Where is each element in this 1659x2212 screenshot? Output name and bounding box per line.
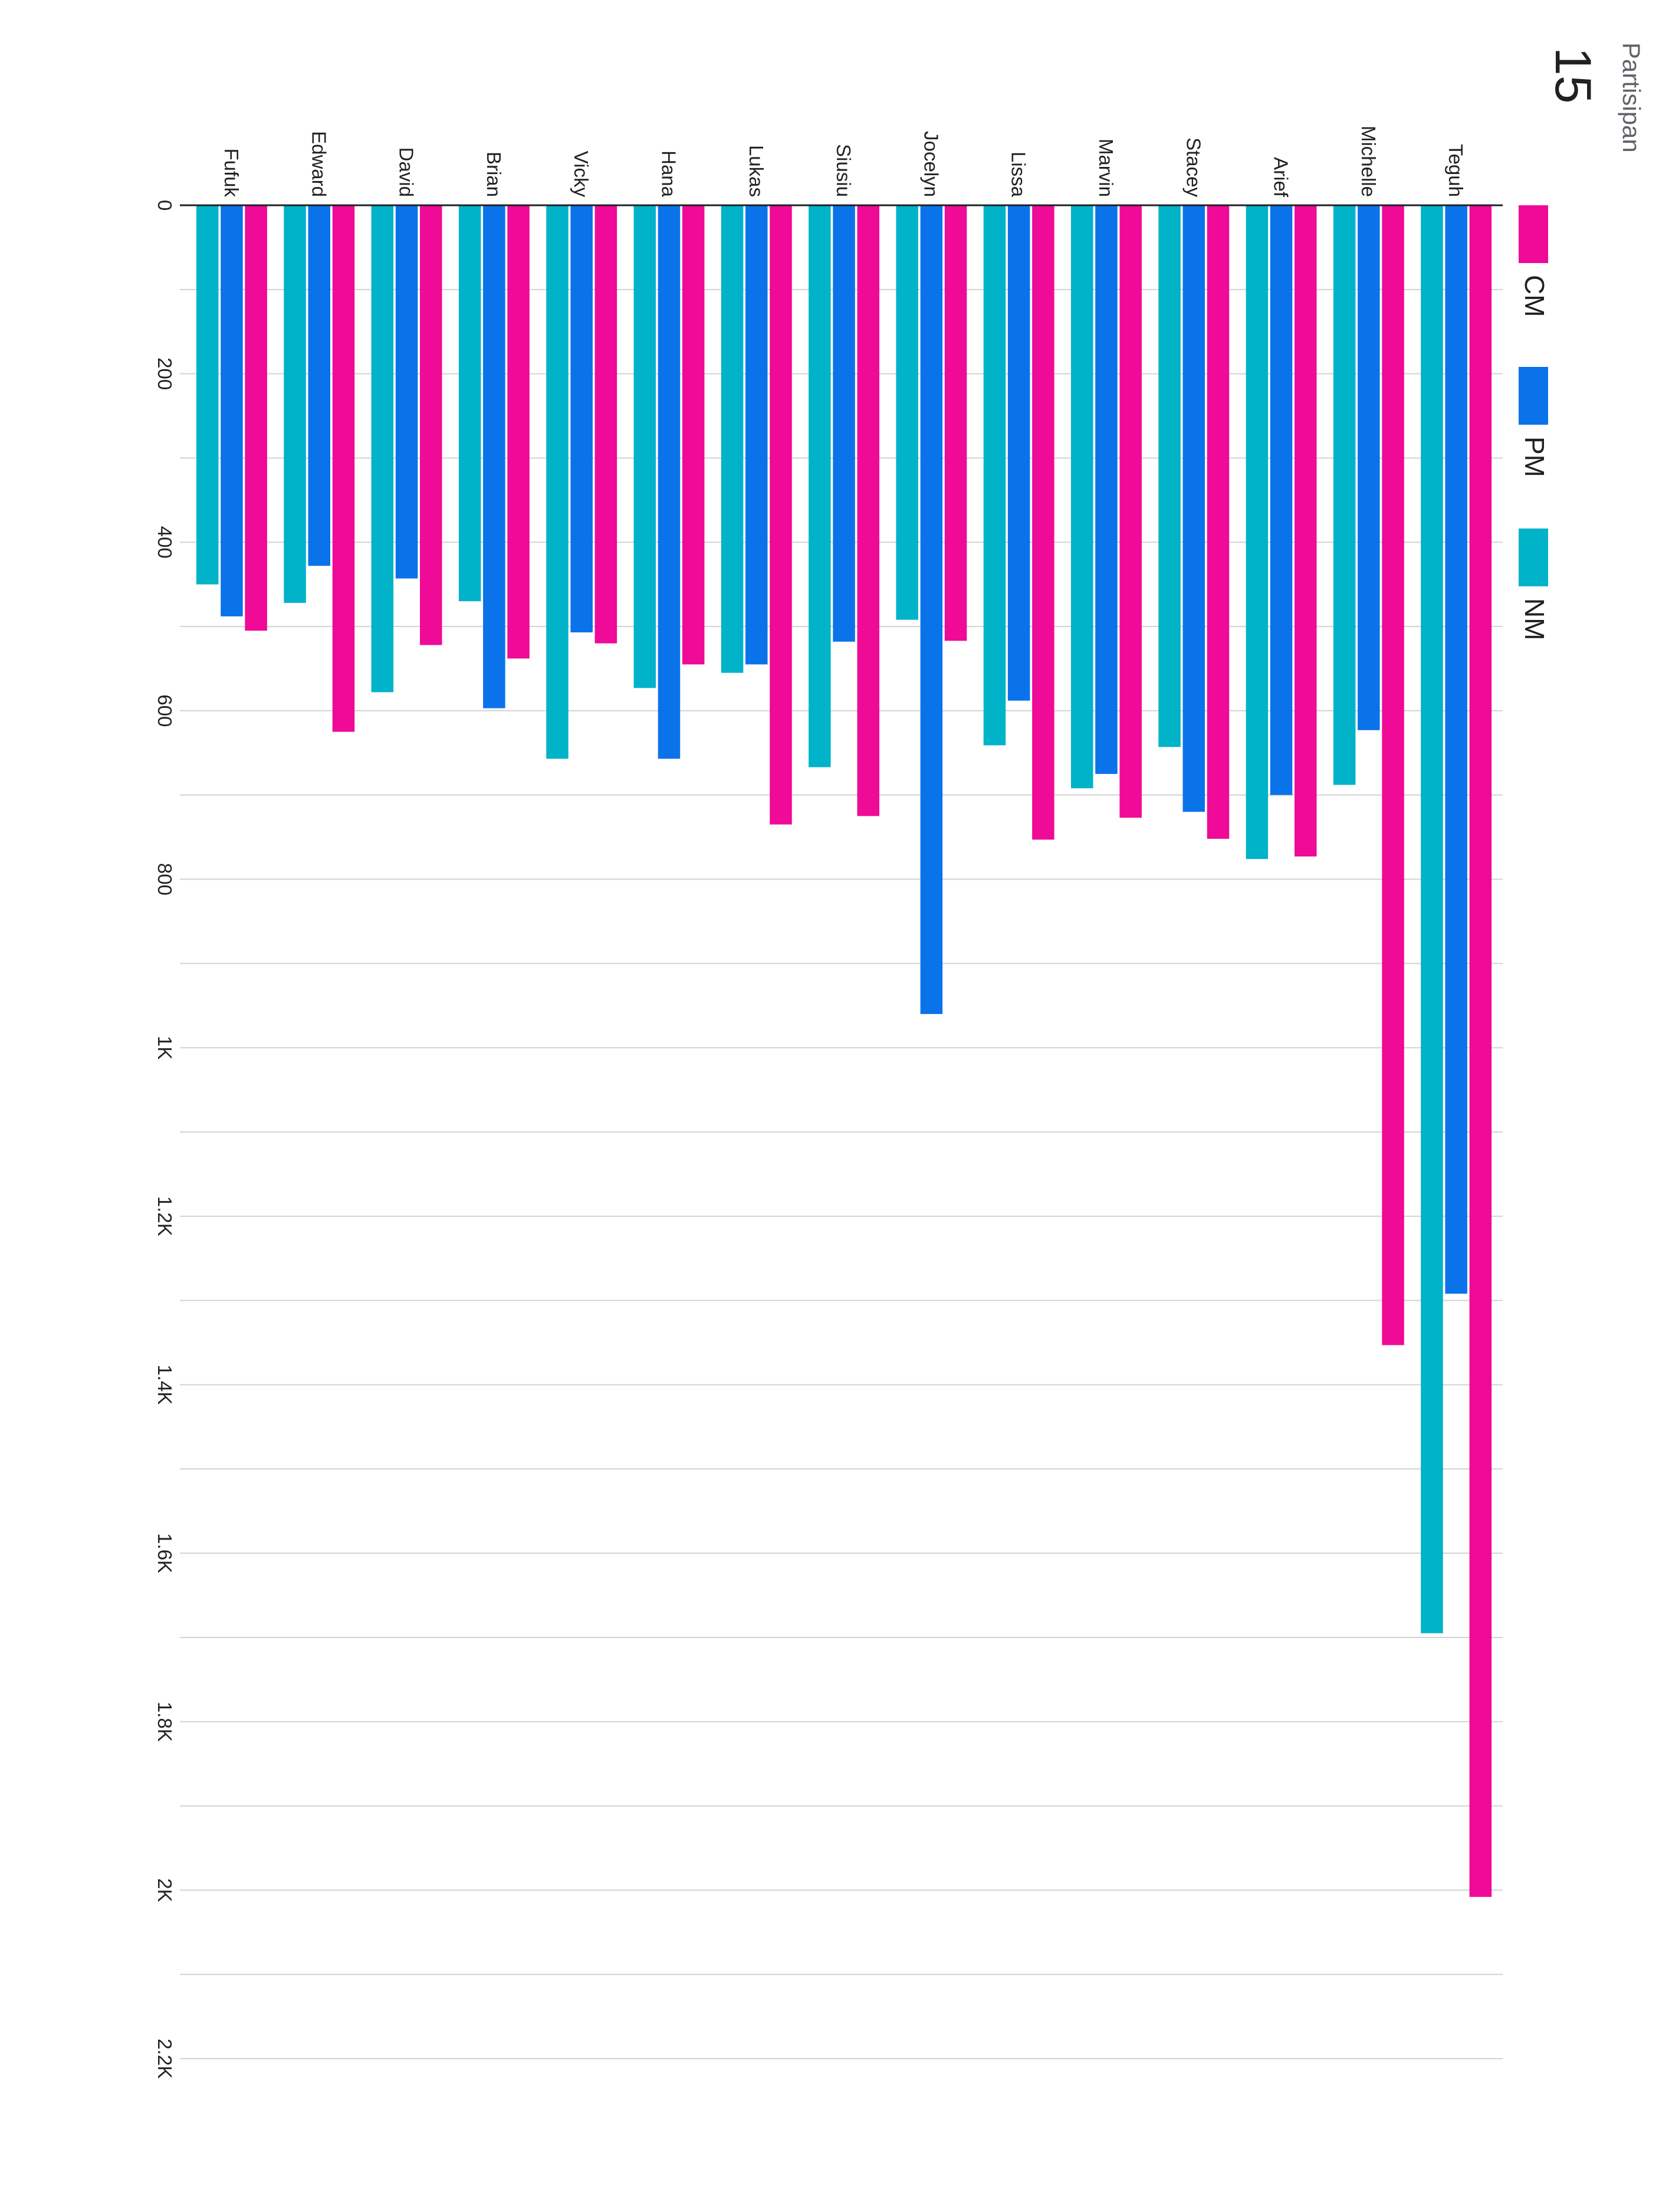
tick-label: 1.8K <box>154 1702 176 1742</box>
bar-cm-arief <box>1295 205 1317 856</box>
bar-nm-brian <box>458 205 481 602</box>
category-label: Jocelyn <box>920 131 942 197</box>
tick-label: 1.6K <box>154 1533 176 1573</box>
bar-pm-siusiu <box>833 205 855 642</box>
bar-cm-hana <box>682 205 705 665</box>
category-axis-labels: Fufuk Edward David Brian Vicky Hana Lukas Siusi… <box>221 126 1467 198</box>
category-label: Lukas <box>745 145 767 197</box>
bar-nm-lissa <box>983 205 1006 746</box>
bar-pm-fufuk <box>221 205 243 616</box>
bar-nm-vicky <box>546 205 569 759</box>
tick-label: 200 <box>154 357 176 390</box>
bar-cm-fufuk <box>245 205 267 631</box>
bar-pm-edward <box>308 205 330 566</box>
legend-label-nm: NM <box>1519 598 1550 641</box>
bar-cm-lukas <box>770 205 792 825</box>
participant-count: 15 <box>1545 47 1601 104</box>
bar-nm-hana <box>633 205 656 688</box>
category-label: Fufuk <box>221 148 242 197</box>
value-axis-ticks: 0 200 400 600 800 1K 1.2K 1.4K 1.6K 1.8K 2K 2.2K <box>154 200 176 2079</box>
bar-pm-hana <box>658 205 681 759</box>
category-label: Vicky <box>570 151 592 198</box>
bars <box>196 205 1492 1897</box>
bar-cm-marvin <box>1119 205 1142 818</box>
bar-pm-arief <box>1270 205 1293 795</box>
tick-label: 2K <box>154 1878 176 1902</box>
bar-cm-teguh <box>1469 205 1492 1897</box>
category-label: Marvin <box>1095 139 1117 197</box>
bar-cm-brian <box>507 205 530 659</box>
tick-label: 0 <box>154 200 176 211</box>
tick-label: 400 <box>154 526 176 559</box>
category-label: Arief <box>1270 157 1292 198</box>
bar-pm-michelle <box>1358 205 1380 730</box>
bar-pm-jocelyn <box>920 205 943 1015</box>
legend: CM PM NM <box>1519 205 1550 641</box>
category-label: Teguh <box>1445 144 1467 197</box>
bar-cm-stacey <box>1207 205 1230 839</box>
bar-nm-jocelyn <box>896 205 918 620</box>
bar-nm-teguh <box>1421 205 1443 1633</box>
bar-nm-arief <box>1246 205 1269 859</box>
legend-label-cm: CM <box>1519 275 1550 317</box>
category-label: Michelle <box>1358 126 1379 197</box>
legend-swatch-pm <box>1519 367 1548 425</box>
category-label: Lissa <box>1008 152 1030 198</box>
bar-cm-edward <box>332 205 355 732</box>
category-label: David <box>396 147 418 197</box>
tick-label: 2.2K <box>154 2039 176 2079</box>
bar-nm-michelle <box>1333 205 1356 785</box>
legend-label-pm: PM <box>1519 437 1550 477</box>
bar-cm-lissa <box>1032 205 1054 840</box>
bar-cm-siusiu <box>857 205 879 816</box>
bar-pm-vicky <box>570 205 593 633</box>
participant-summary: 15 Partisipan <box>1545 42 1645 153</box>
bar-pm-brian <box>483 205 505 708</box>
bar-pm-stacey <box>1182 205 1205 812</box>
bar-nm-stacey <box>1158 205 1181 747</box>
gridlines <box>180 288 1503 2060</box>
category-label: Edward <box>308 131 330 197</box>
bar-pm-lukas <box>745 205 768 665</box>
category-label: Siusiu <box>833 144 855 197</box>
bar-cm-david <box>420 205 442 645</box>
bar-nm-david <box>371 205 394 693</box>
category-label: Brian <box>483 152 505 197</box>
category-label: Hana <box>658 150 679 198</box>
bar-pm-lissa <box>1007 205 1030 701</box>
tick-label: 1K <box>154 1036 176 1059</box>
tick-label: 1.2K <box>154 1196 176 1236</box>
bar-pm-david <box>395 205 418 579</box>
bar-cm-jocelyn <box>944 205 967 641</box>
bar-nm-edward <box>284 205 306 603</box>
bar-pm-teguh <box>1445 205 1467 1294</box>
category-label: Stacey <box>1182 137 1204 197</box>
legend-swatch-cm <box>1519 205 1548 263</box>
bar-cm-michelle <box>1382 205 1404 1345</box>
bar-cm-vicky <box>594 205 617 644</box>
bar-nm-marvin <box>1071 205 1093 789</box>
tick-label: 1.4K <box>154 1365 176 1405</box>
tick-label: 800 <box>154 863 176 895</box>
legend-swatch-nm <box>1519 529 1548 586</box>
bar-nm-siusiu <box>809 205 831 767</box>
tick-label: 600 <box>154 694 176 727</box>
bar-nm-fufuk <box>196 205 219 585</box>
bar-nm-lukas <box>721 205 744 673</box>
participant-count-label: Partisipan <box>1618 42 1645 153</box>
bar-pm-marvin <box>1095 205 1118 774</box>
